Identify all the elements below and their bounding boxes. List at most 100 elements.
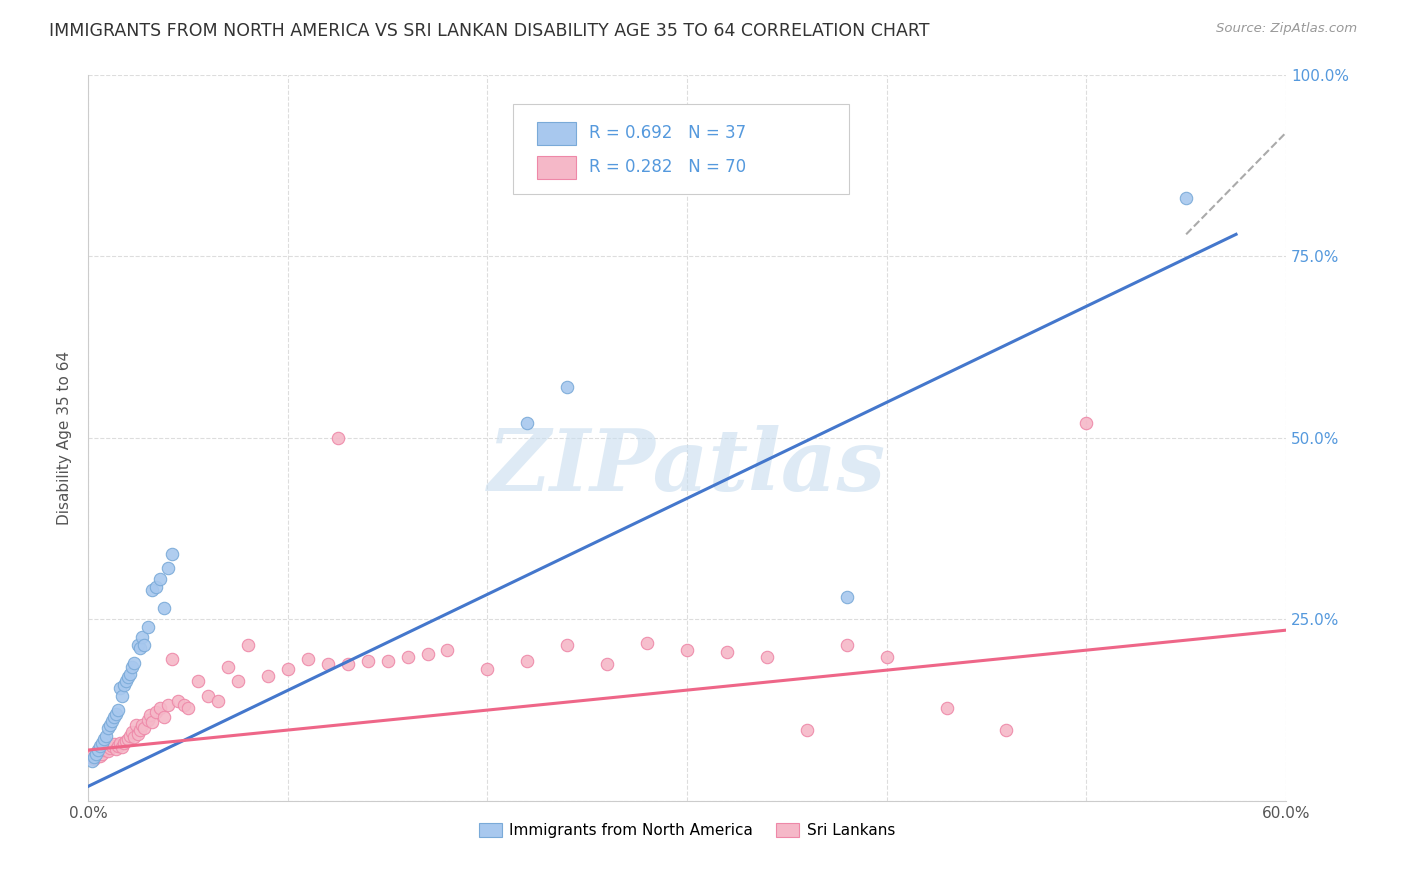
Point <box>107 703 129 717</box>
Point <box>256 669 278 683</box>
Point <box>555 380 578 394</box>
Point <box>125 717 148 731</box>
Point <box>141 583 163 598</box>
Point <box>93 732 115 747</box>
Point <box>122 730 145 744</box>
Point <box>84 747 107 761</box>
Point <box>115 734 138 748</box>
Point <box>160 547 183 561</box>
Point <box>89 748 111 763</box>
Point <box>97 721 120 735</box>
Point <box>277 662 299 676</box>
Point <box>153 601 176 615</box>
Point <box>935 701 957 715</box>
Point <box>141 715 163 730</box>
Point <box>87 743 110 757</box>
Point <box>132 721 155 735</box>
Point <box>111 740 134 755</box>
Point <box>91 747 114 761</box>
Point <box>121 659 143 673</box>
Point <box>297 652 319 666</box>
Point <box>108 736 131 750</box>
Point <box>107 739 129 753</box>
Point <box>97 744 120 758</box>
Point <box>103 710 125 724</box>
Point <box>995 723 1018 737</box>
Point <box>516 416 538 430</box>
Point <box>83 752 105 766</box>
Point <box>103 737 125 751</box>
Point <box>129 641 152 656</box>
Point <box>835 591 858 605</box>
Point <box>416 647 439 661</box>
Point <box>84 747 107 761</box>
Point <box>835 638 858 652</box>
Point <box>87 743 110 757</box>
Point <box>207 693 229 707</box>
Point <box>98 740 121 755</box>
Point <box>82 754 104 768</box>
Point <box>117 670 139 684</box>
Point <box>127 727 149 741</box>
Point <box>120 666 142 681</box>
Point <box>121 724 143 739</box>
Point <box>596 657 619 672</box>
Point <box>131 631 153 645</box>
Point <box>217 659 239 673</box>
Point <box>82 748 104 763</box>
Point <box>156 561 179 575</box>
Point <box>101 739 124 754</box>
Point <box>83 750 105 764</box>
Text: R = 0.692   N = 37: R = 0.692 N = 37 <box>589 124 747 143</box>
Point <box>105 706 128 721</box>
Point <box>101 714 124 728</box>
Point <box>226 673 249 688</box>
Point <box>145 706 167 720</box>
Point <box>112 737 135 751</box>
Point <box>177 701 200 715</box>
Text: R = 0.282   N = 70: R = 0.282 N = 70 <box>589 159 747 177</box>
Point <box>316 657 339 672</box>
Point <box>796 723 818 737</box>
Point <box>94 741 117 756</box>
Point <box>93 743 115 757</box>
FancyBboxPatch shape <box>537 121 575 145</box>
Text: ZIPatlas: ZIPatlas <box>488 425 886 508</box>
Point <box>187 673 209 688</box>
Point <box>129 723 152 737</box>
Point <box>153 710 176 724</box>
Point <box>120 729 142 743</box>
Point <box>1076 416 1098 430</box>
Point <box>136 619 159 633</box>
Point <box>105 741 128 756</box>
Text: IMMIGRANTS FROM NORTH AMERICA VS SRI LANKAN DISABILITY AGE 35 TO 64 CORRELATION : IMMIGRANTS FROM NORTH AMERICA VS SRI LAN… <box>49 22 929 40</box>
Point <box>755 650 778 665</box>
Point <box>156 698 179 712</box>
Point <box>139 708 162 723</box>
Point <box>716 645 738 659</box>
Point <box>197 689 219 703</box>
Point <box>516 655 538 669</box>
FancyBboxPatch shape <box>537 156 575 179</box>
Point <box>167 693 190 707</box>
Point <box>436 642 458 657</box>
Point <box>112 678 135 692</box>
Point <box>636 635 658 649</box>
Point <box>173 698 195 712</box>
Point <box>676 642 699 657</box>
Point <box>149 572 172 586</box>
Point <box>555 638 578 652</box>
Point <box>876 650 898 665</box>
Point <box>127 638 149 652</box>
Point <box>136 713 159 727</box>
Point <box>326 431 349 445</box>
FancyBboxPatch shape <box>513 103 849 194</box>
Point <box>108 681 131 696</box>
Point <box>149 701 172 715</box>
Point <box>115 673 138 688</box>
Point <box>396 650 419 665</box>
Point <box>132 638 155 652</box>
Point <box>131 718 153 732</box>
Point <box>111 689 134 703</box>
Point <box>122 656 145 670</box>
